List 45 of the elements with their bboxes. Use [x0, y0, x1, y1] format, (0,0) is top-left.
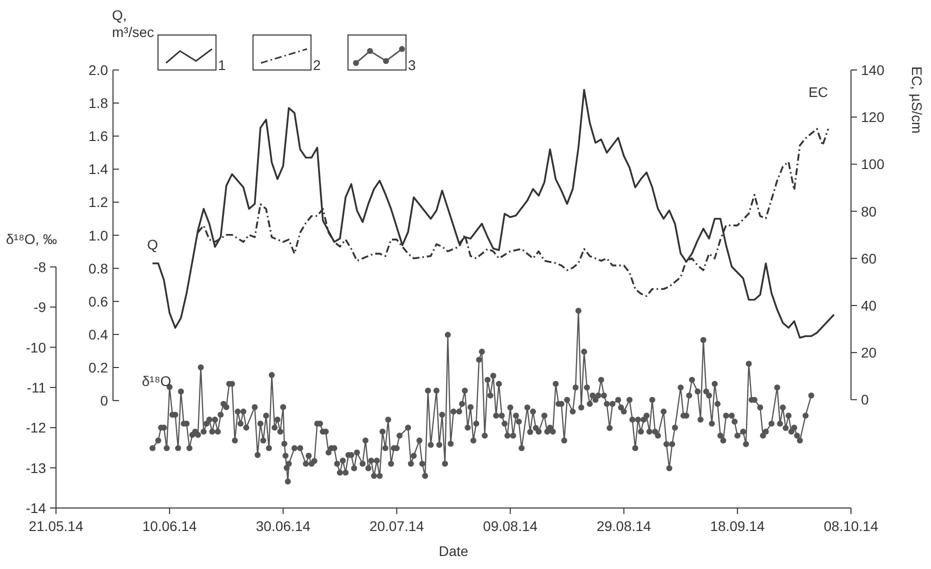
y2-tick-label: 40 [861, 297, 877, 314]
x-tick-label: 29.08.14 [596, 518, 652, 534]
x-axis-title: Date [438, 543, 468, 559]
y2-tick-label: 120 [861, 109, 885, 126]
legend-label: 3 [408, 57, 416, 73]
legend-label: 2 [313, 57, 321, 73]
y2-tick-label: 140 [861, 62, 885, 78]
y-tick-label: 0.4 [88, 326, 108, 342]
legend-label: 1 [218, 57, 226, 73]
x-tick-label: 09.08.14 [483, 518, 538, 534]
y3-tick-label: -12 [26, 420, 46, 436]
y2-tick-label: 60 [861, 250, 877, 266]
y3-tick-label: -9 [34, 299, 46, 316]
line-series [197, 128, 830, 297]
y3-axis-title: δ¹⁸O, ‰ [6, 231, 58, 247]
x-tick-label: 08.10.14 [824, 518, 878, 534]
y3-tick-label: -13 [26, 460, 46, 476]
y-tick-label: 0.6 [88, 293, 108, 310]
y3-tick-label: -10 [26, 339, 46, 356]
y-tick-label: 1.2 [88, 194, 108, 210]
y2-tick-label: 0 [861, 392, 869, 408]
y-tick-label: 0.8 [88, 260, 108, 276]
y-axis-title: Q, m³/sec [112, 7, 154, 40]
y2-tick-label: 80 [861, 203, 877, 220]
y3-tick-label: -11 [26, 379, 46, 396]
x-tick-label: 18.09.14 [710, 518, 765, 534]
x-tick-label: 20.07.14 [369, 518, 424, 534]
y-tick-label: 1.4 [88, 161, 108, 178]
annotation: Q [147, 236, 158, 252]
x-tick-label: 30.06.14 [256, 518, 311, 534]
y2-tick-label: 100 [861, 156, 885, 172]
y2-axis-title: EC, µS/cm [909, 66, 925, 134]
y3-tick-label: -14 [26, 500, 46, 516]
y3-tick-label: -8 [34, 258, 46, 275]
y-tick-label: 0 [100, 392, 108, 409]
annotation: EC [808, 84, 828, 100]
y-tick-label: 1.6 [88, 128, 108, 144]
y-tick-label: 1.8 [88, 95, 108, 112]
x-tick-label: 21.05.14 [28, 518, 84, 534]
y-tick-label: 2.0 [88, 62, 108, 78]
y2-tick-label: 20 [861, 344, 877, 361]
y-tick-label: 1.0 [88, 227, 108, 244]
annotation: δ¹⁸O [142, 373, 172, 390]
y-tick-label: 0.2 [88, 360, 108, 376]
x-tick-label: 10.06.14 [142, 518, 198, 534]
